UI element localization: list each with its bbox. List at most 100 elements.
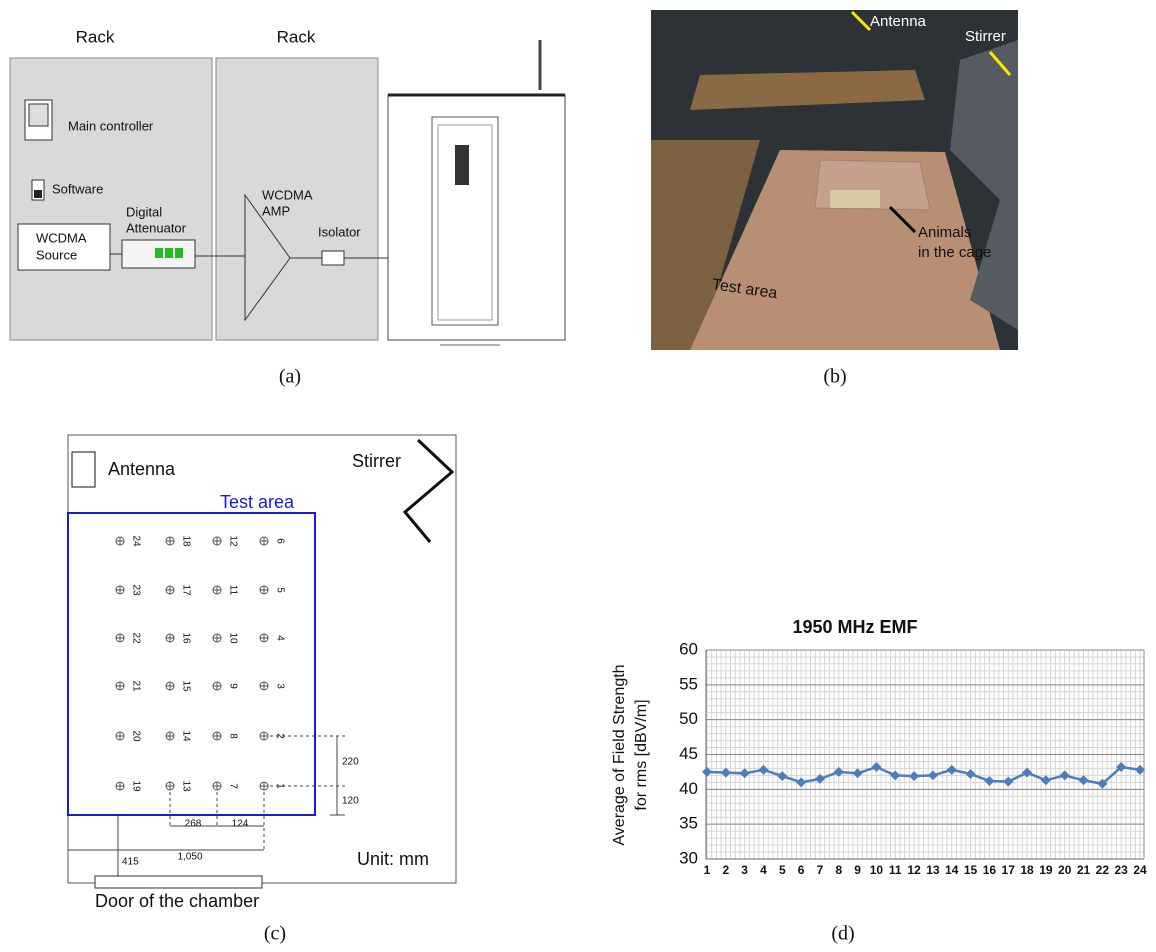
x-tick-label: 12 <box>907 863 921 877</box>
x-tick-label: 14 <box>945 863 959 877</box>
x-tick-label: 20 <box>1058 863 1072 877</box>
label: Unit: mm <box>357 849 429 869</box>
caption: (b) <box>823 366 846 388</box>
data-point <box>871 762 881 772</box>
label: Door of the chamber <box>95 891 259 911</box>
antenna-icon <box>72 452 95 487</box>
point-label: 14 <box>180 730 191 742</box>
x-tick-label: 3 <box>741 863 748 877</box>
point-label: 20 <box>130 730 141 742</box>
label: Antenna <box>108 459 176 479</box>
label: Rack <box>76 27 115 46</box>
data-point <box>777 771 787 781</box>
x-tick-label: 19 <box>1039 863 1053 877</box>
point-label: 11 <box>227 585 238 596</box>
led <box>175 248 183 258</box>
data-point <box>947 765 957 775</box>
y-tick-label: 60 <box>679 639 698 658</box>
point-label: 10 <box>227 632 238 644</box>
point-label: 23 <box>130 584 141 596</box>
point-label: 12 <box>227 535 238 547</box>
dimension: 268 <box>185 819 202 830</box>
label: AMP <box>262 203 290 218</box>
chamber-drawing <box>388 95 565 340</box>
label: Animals <box>918 224 971 241</box>
dimension: 220 <box>342 757 359 768</box>
point-label: 6 <box>274 538 285 544</box>
test-area <box>68 513 315 815</box>
label: Isolator <box>318 224 361 239</box>
data-point <box>928 770 938 780</box>
data-point <box>984 776 994 786</box>
point-label: 22 <box>130 632 141 644</box>
x-tick-label: 13 <box>926 863 940 877</box>
y-tick-label: 45 <box>679 744 698 763</box>
y-tick-label: 40 <box>679 779 698 798</box>
data-point <box>966 769 976 779</box>
x-tick-label: 22 <box>1096 863 1110 877</box>
point-label: 2 <box>274 733 285 739</box>
x-tick-label: 9 <box>854 863 861 877</box>
label: Stirrer <box>352 451 401 471</box>
point-label: 19 <box>130 780 141 792</box>
panel-a: Rack Rack Main controller Software WCDMA… <box>10 27 565 387</box>
point-label: 5 <box>274 587 285 593</box>
point-label: 24 <box>130 535 141 547</box>
x-tick-label: 24 <box>1133 863 1147 877</box>
data-point <box>758 765 768 775</box>
isolator <box>322 251 344 265</box>
label: WCDMA <box>36 230 87 245</box>
data-point <box>796 777 806 787</box>
x-tick-label: 11 <box>889 863 902 877</box>
panel-b: Antenna Stirrer Animals in the cage Test… <box>651 10 1018 388</box>
y-tick-label: 50 <box>679 709 698 728</box>
y-tick-label: 30 <box>679 848 698 867</box>
x-tick-label: 8 <box>835 863 842 877</box>
data-point <box>1003 777 1013 787</box>
figure: Rack Rack Main controller Software WCDMA… <box>0 0 1156 952</box>
x-tick-label: 15 <box>964 863 978 877</box>
data-point <box>1079 775 1089 785</box>
point-label: 18 <box>180 535 191 547</box>
x-tick-label: 18 <box>1020 863 1034 877</box>
x-tick-label: 5 <box>779 863 786 877</box>
point-label: 1 <box>274 783 285 789</box>
label: Main controller <box>68 118 154 133</box>
x-tick-label: 17 <box>1002 863 1016 877</box>
dimension: 1,050 <box>177 852 202 863</box>
point-label: 9 <box>227 683 238 689</box>
label: Rack <box>277 27 316 46</box>
data-point <box>721 768 731 778</box>
label: Attenuator <box>126 220 187 235</box>
point-label: 21 <box>130 680 141 692</box>
panel-c: Antenna Stirrer Test area 220 120 268 12… <box>68 435 456 945</box>
x-tick-label: 23 <box>1114 863 1128 877</box>
point-label: 17 <box>180 584 191 596</box>
data-point <box>1060 770 1070 780</box>
icon <box>29 104 48 126</box>
x-tick-label: 16 <box>983 863 997 877</box>
dimension: 415 <box>122 857 139 868</box>
y-tick-label: 35 <box>679 814 698 833</box>
led <box>165 248 173 258</box>
caption: (d) <box>831 923 854 945</box>
label: Stirrer <box>965 28 1006 45</box>
label: Source <box>36 247 77 262</box>
label: Software <box>52 181 103 196</box>
x-tick-label: 10 <box>870 863 884 877</box>
point-label: 13 <box>180 780 191 792</box>
y-axis-label: for rms [dBV/m] <box>633 699 650 810</box>
icon <box>34 190 42 198</box>
panel <box>455 145 469 185</box>
label: WCDMA <box>262 187 313 202</box>
point-label: 7 <box>227 783 238 789</box>
point-label: 8 <box>227 733 238 739</box>
label: in the cage <box>918 244 991 261</box>
data-point <box>909 771 919 781</box>
dimension: 120 <box>342 796 359 807</box>
label: Antenna <box>870 13 927 30</box>
point-label: 16 <box>180 632 191 644</box>
x-tick-label: 4 <box>760 863 767 877</box>
data-point <box>1022 768 1032 778</box>
point-label: 15 <box>180 680 191 692</box>
